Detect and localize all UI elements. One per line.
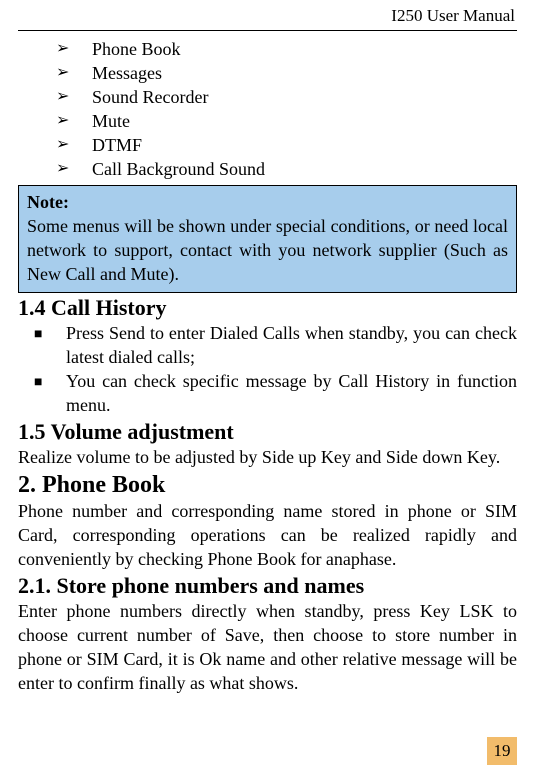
list-item: Press Send to enter Dialed Calls when st… xyxy=(34,321,517,369)
heading-call-history: 1.4 Call History xyxy=(18,295,517,321)
phonebook-body: Phone number and corresponding name stor… xyxy=(18,499,517,571)
list-item: You can check specific message by Call H… xyxy=(34,369,517,417)
call-history-list: Press Send to enter Dialed Calls when st… xyxy=(18,321,517,417)
heading-phonebook: 2. Phone Book xyxy=(18,471,517,499)
page-container: I250 User Manual Phone Book Messages Sou… xyxy=(0,0,535,775)
page-number: 19 xyxy=(487,737,517,765)
note-label: Note: xyxy=(27,192,69,212)
note-body: Some menus will be shown under special c… xyxy=(27,216,508,284)
menu-item: DTMF xyxy=(56,133,517,157)
menu-item: Phone Book xyxy=(56,37,517,61)
store-body: Enter phone numbers directly when standb… xyxy=(18,599,517,695)
heading-store: 2.1. Store phone numbers and names xyxy=(18,573,517,599)
menu-item: Messages xyxy=(56,61,517,85)
menu-item: Sound Recorder xyxy=(56,85,517,109)
note-box: Note: Some menus will be shown under spe… xyxy=(18,185,517,293)
header-title: I250 User Manual xyxy=(18,0,517,31)
menu-list: Phone Book Messages Sound Recorder Mute … xyxy=(18,37,517,181)
heading-volume: 1.5 Volume adjustment xyxy=(18,419,517,445)
menu-item: Call Background Sound xyxy=(56,157,517,181)
menu-item: Mute xyxy=(56,109,517,133)
volume-body: Realize volume to be adjusted by Side up… xyxy=(18,445,517,469)
